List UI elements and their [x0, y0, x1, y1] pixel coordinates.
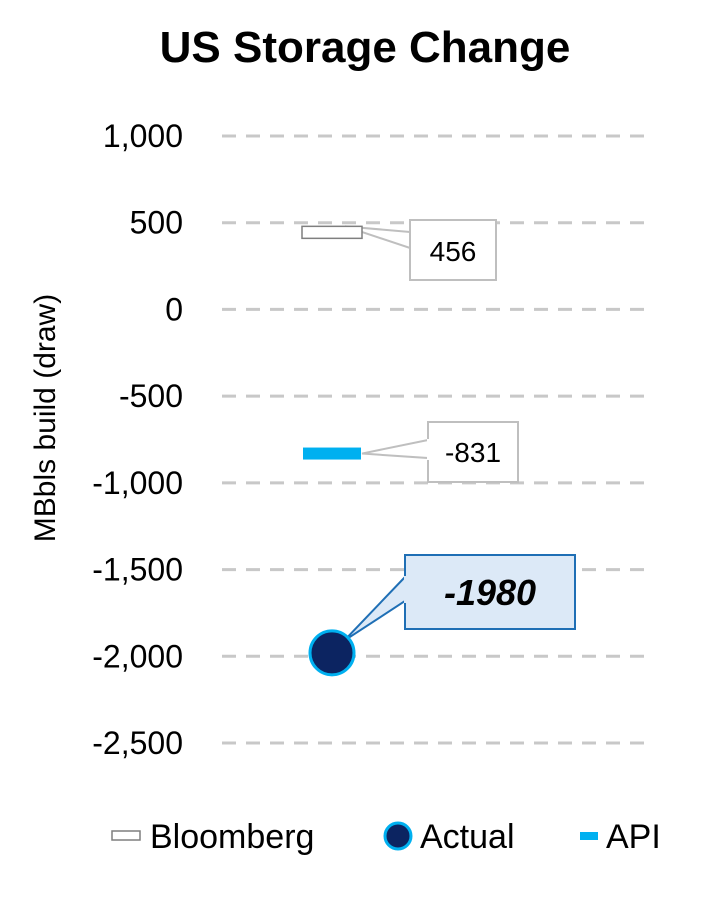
- y-tick-labels: 1,000 500 0 -500 -1,000 -1,500 -2,000 -2,500: [92, 118, 183, 761]
- legend-entry-actual: Actual: [420, 818, 515, 856]
- y-tick-label: 0: [165, 291, 183, 327]
- y-axis-label: MBbls build (draw): [29, 294, 62, 542]
- y-tick-label: -2,500: [92, 725, 183, 761]
- data-callouts: 456 -1980 -831: [343, 219, 576, 642]
- legend-actual-swatch: [383, 821, 413, 851]
- legend-api-swatch: [580, 832, 598, 840]
- y-tick-label: -500: [119, 378, 183, 414]
- y-tick-label: -1,000: [92, 465, 183, 501]
- y-tick-label: 500: [130, 205, 183, 241]
- legend: Bloomberg Actual API: [111, 818, 661, 856]
- api-marker: [303, 447, 361, 460]
- y-tick-label: -2,000: [92, 638, 183, 674]
- bloomberg-callout-box: [409, 219, 497, 281]
- legend-bloomberg-swatch: [111, 830, 141, 841]
- actual-data-label: -1980: [444, 572, 536, 613]
- y-tick-label: 1,000: [103, 118, 183, 154]
- bloomberg-marker: [301, 225, 363, 240]
- legend-entry-api: API: [606, 818, 661, 856]
- data-marks: [301, 225, 363, 677]
- y-tick-label: -1,500: [92, 552, 183, 588]
- actual-marker: [308, 629, 356, 677]
- callout-pointer: [343, 574, 406, 642]
- callout-pointer: [361, 438, 429, 460]
- bloomberg-data-label: 456: [430, 236, 477, 267]
- actual-callout-box: [404, 554, 576, 630]
- legend-entry-bloomberg: Bloomberg: [150, 818, 314, 856]
- api-callout-box: [427, 421, 519, 483]
- api-data-label: -831: [445, 437, 501, 468]
- chart-title: US Storage Change: [160, 23, 571, 72]
